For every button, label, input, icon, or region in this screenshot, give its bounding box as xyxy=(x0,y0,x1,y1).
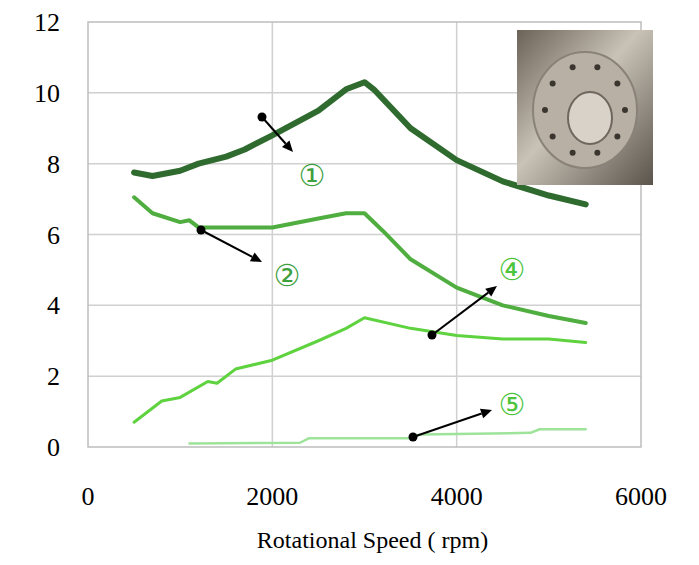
annotation-arrow xyxy=(262,117,286,144)
photo-bolt xyxy=(570,64,576,70)
photo-bolt xyxy=(594,150,600,156)
x-tick-label: 6000 xyxy=(615,482,667,511)
annotation-arrow xyxy=(432,293,488,335)
y-tick-label: 2 xyxy=(47,362,60,391)
x-tick-label: 2000 xyxy=(246,482,298,511)
annotation-dot xyxy=(428,331,437,340)
plot-frame xyxy=(88,22,641,447)
photo-bolt xyxy=(550,81,556,87)
photo-bolt xyxy=(550,133,556,139)
inset-photo xyxy=(517,30,653,185)
annotation-arrowhead xyxy=(282,140,293,152)
photo-bolt xyxy=(570,150,576,156)
photo-bolt xyxy=(614,133,620,139)
annotation-dot xyxy=(258,113,267,122)
photo-bolt xyxy=(622,107,628,113)
y-tick-label: 8 xyxy=(47,150,60,179)
series-label: ⑤ xyxy=(499,387,526,422)
series-label: ① xyxy=(299,158,326,193)
y-tick-label: 6 xyxy=(47,221,60,250)
chart: 0 2000 4000 6000 0 2 4 6 8 10 12 Rotational Speed (… xyxy=(0,0,699,565)
series-line xyxy=(134,318,586,422)
series-label: ② xyxy=(274,258,301,293)
y-tick-label: 10 xyxy=(34,79,60,108)
photo-bolt xyxy=(614,81,620,87)
series-label: ④ xyxy=(499,252,526,287)
photo-background xyxy=(517,30,653,185)
annotation-arrow xyxy=(413,414,482,437)
y-tick-label: 12 xyxy=(34,8,60,37)
grid-line-y xyxy=(88,234,641,236)
photo-flange xyxy=(533,52,637,168)
grid-line-y xyxy=(88,375,641,377)
photo-bolt xyxy=(594,64,600,70)
annotation-dot xyxy=(409,433,418,442)
y-tick-label: 0 xyxy=(47,433,60,462)
annotation-arrowhead xyxy=(250,252,262,262)
x-axis-title: Rotational Speed ( rpm) xyxy=(257,527,488,553)
series-line xyxy=(134,197,586,323)
photo-shaft xyxy=(568,92,612,144)
grid-line-y xyxy=(88,305,641,307)
photo-bolt xyxy=(542,107,548,113)
series-line xyxy=(189,429,585,443)
x-tick-label: 0 xyxy=(82,482,95,511)
annotation-arrow xyxy=(201,230,252,257)
y-tick-label: 4 xyxy=(47,291,60,320)
annotation-dot xyxy=(197,226,206,235)
annotation-arrowhead xyxy=(480,409,492,418)
annotation-arrowhead xyxy=(485,286,497,297)
x-tick-label: 4000 xyxy=(431,482,483,511)
